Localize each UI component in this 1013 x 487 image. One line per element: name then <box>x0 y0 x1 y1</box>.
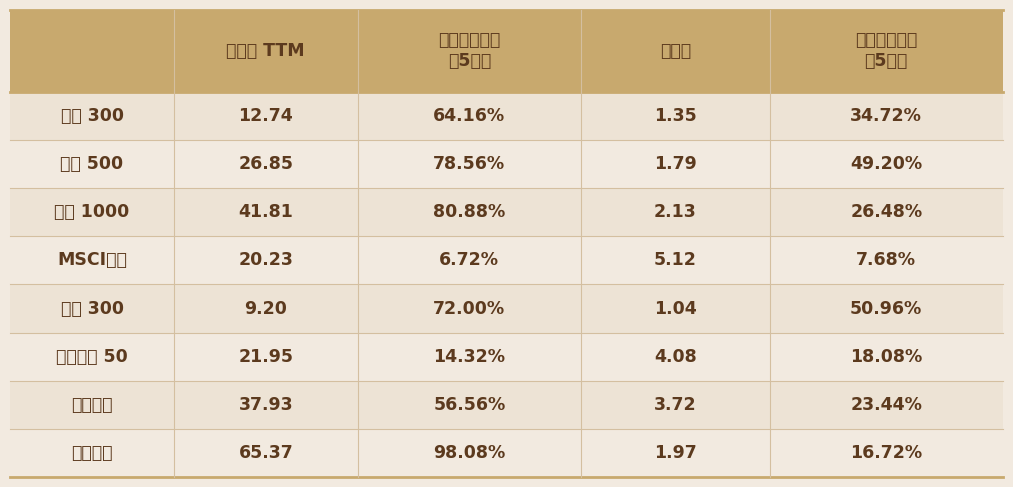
Text: 78.56%: 78.56% <box>434 155 505 173</box>
Bar <box>770 284 1003 333</box>
Bar <box>10 333 174 381</box>
Bar <box>358 10 581 92</box>
Text: 34.72%: 34.72% <box>850 107 922 125</box>
Text: 98.08%: 98.08% <box>434 444 505 462</box>
Bar <box>10 284 174 333</box>
Bar <box>581 284 770 333</box>
Bar <box>10 429 174 477</box>
Text: 1.79: 1.79 <box>653 155 697 173</box>
Text: 64.16%: 64.16% <box>434 107 505 125</box>
Text: 49.20%: 49.20% <box>850 155 922 173</box>
Bar <box>581 10 770 92</box>
Text: 14.32%: 14.32% <box>434 348 505 366</box>
Text: 26.48%: 26.48% <box>850 203 922 221</box>
Text: 4.08: 4.08 <box>653 348 697 366</box>
Text: 沪深 300: 沪深 300 <box>61 107 124 125</box>
Bar <box>174 429 358 477</box>
Text: 2.13: 2.13 <box>653 203 697 221</box>
Bar <box>770 92 1003 140</box>
Bar <box>358 284 581 333</box>
Text: 20.23: 20.23 <box>238 251 293 269</box>
Bar <box>174 333 358 381</box>
Text: MSCI质量: MSCI质量 <box>57 251 127 269</box>
Text: 9.20: 9.20 <box>244 300 288 318</box>
Bar <box>174 236 358 284</box>
Bar <box>358 381 581 429</box>
Bar <box>358 140 581 188</box>
Text: 3.72: 3.72 <box>654 396 697 414</box>
Bar <box>581 381 770 429</box>
Text: 6.72%: 6.72% <box>440 251 499 269</box>
Bar <box>770 429 1003 477</box>
Bar <box>174 381 358 429</box>
Text: 26.85: 26.85 <box>238 155 293 173</box>
Text: 41.81: 41.81 <box>238 203 293 221</box>
Bar <box>770 140 1003 188</box>
Text: 优选 300: 优选 300 <box>61 300 124 318</box>
Text: 50.96%: 50.96% <box>850 300 923 318</box>
Text: 56.56%: 56.56% <box>434 396 505 414</box>
Bar <box>581 188 770 236</box>
Text: 12.74: 12.74 <box>238 107 293 125</box>
Text: 清洁能源: 清洁能源 <box>71 444 112 462</box>
Bar <box>581 236 770 284</box>
Text: 80.88%: 80.88% <box>434 203 505 221</box>
Bar <box>358 188 581 236</box>
Text: 5.12: 5.12 <box>653 251 697 269</box>
Bar <box>358 429 581 477</box>
Bar <box>770 333 1003 381</box>
Bar <box>10 381 174 429</box>
Bar <box>174 140 358 188</box>
Bar <box>10 236 174 284</box>
Text: 中证 1000: 中证 1000 <box>55 203 130 221</box>
Bar <box>581 140 770 188</box>
Bar <box>770 188 1003 236</box>
Bar <box>581 333 770 381</box>
Text: 市盈率分位点
（5年）: 市盈率分位点 （5年） <box>439 31 500 70</box>
Bar <box>10 188 174 236</box>
Bar <box>770 10 1003 92</box>
Bar <box>10 92 174 140</box>
Text: 65.37: 65.37 <box>238 444 293 462</box>
Text: 市净率: 市净率 <box>659 42 691 59</box>
Bar <box>10 10 174 92</box>
Text: 1.97: 1.97 <box>653 444 697 462</box>
Text: 37.93: 37.93 <box>238 396 293 414</box>
Text: 72.00%: 72.00% <box>434 300 505 318</box>
Bar <box>581 429 770 477</box>
Bar <box>358 333 581 381</box>
Bar <box>358 236 581 284</box>
Bar <box>174 92 358 140</box>
Text: 1.35: 1.35 <box>653 107 697 125</box>
Text: 市盈率 TTM: 市盈率 TTM <box>227 42 305 59</box>
Bar <box>770 236 1003 284</box>
Text: 优选消费 50: 优选消费 50 <box>56 348 128 366</box>
Text: 中证 500: 中证 500 <box>61 155 124 173</box>
Bar <box>174 284 358 333</box>
Text: 18.08%: 18.08% <box>850 348 923 366</box>
Text: 7.68%: 7.68% <box>856 251 916 269</box>
Bar <box>770 381 1003 429</box>
Text: 23.44%: 23.44% <box>850 396 922 414</box>
Text: 21.95: 21.95 <box>238 348 293 366</box>
Text: 1.04: 1.04 <box>653 300 697 318</box>
Text: 市净率分位点
（5年）: 市净率分位点 （5年） <box>855 31 918 70</box>
Bar <box>10 140 174 188</box>
Bar <box>174 188 358 236</box>
Text: 科技先锋: 科技先锋 <box>71 396 112 414</box>
Bar <box>174 10 358 92</box>
Bar <box>581 92 770 140</box>
Bar <box>358 92 581 140</box>
Text: 16.72%: 16.72% <box>850 444 922 462</box>
